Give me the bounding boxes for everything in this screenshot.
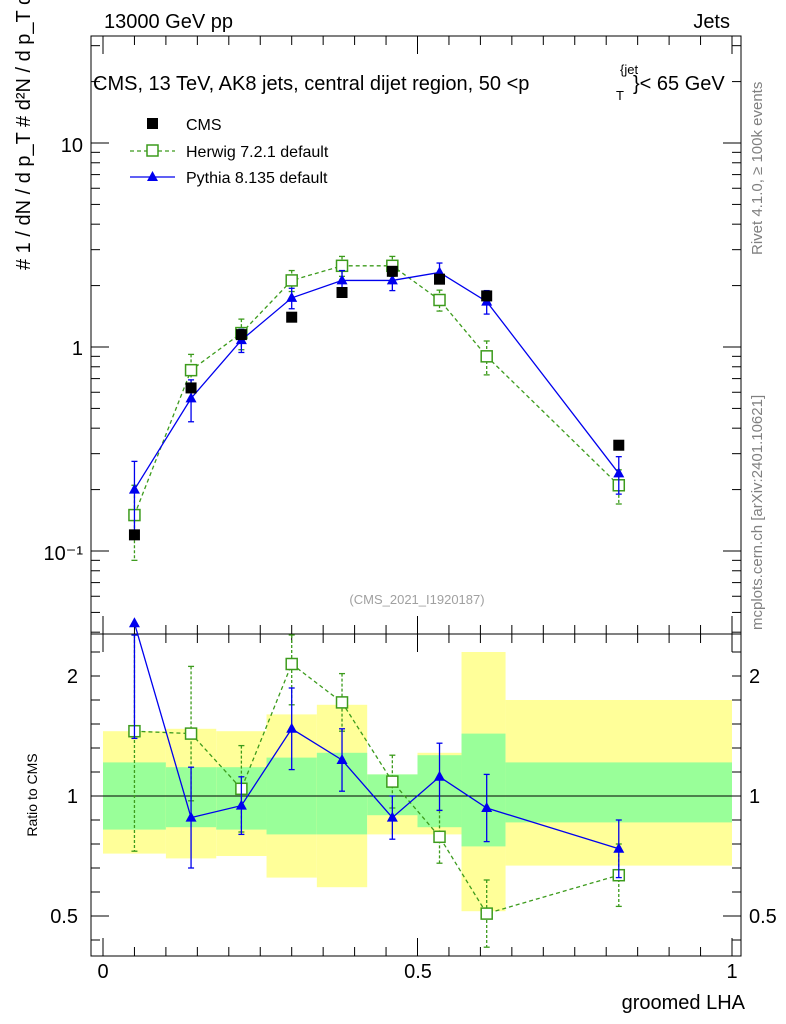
herwig-ratio-point	[285, 657, 298, 671]
plot-title-main: CMS, 13 TeV, AK8 jets, central dijet reg…	[93, 73, 529, 95]
plot-title-sup: {jet	[620, 62, 638, 77]
rivet-label: Rivet 4.1.0, ≥ 100k events	[749, 82, 766, 255]
legend-pythia-label: Pythia 8.135 default	[186, 170, 328, 187]
herwig-point	[335, 259, 349, 273]
cms-point	[185, 382, 197, 394]
ytick-label-ratio-right-1: 1	[749, 786, 760, 808]
herwig-ratio-point	[184, 727, 198, 740]
band-inner-8	[505, 762, 732, 823]
ratio-uncertainty-bands	[91, 652, 741, 912]
plot-title-end: }< 65 GeV	[633, 73, 725, 95]
ratio-plot-data	[128, 617, 626, 948]
legend-cms-label: CMS	[186, 117, 222, 134]
pythia-ratio-point	[386, 811, 398, 822]
ytick-label-ratio-2: 2	[67, 666, 78, 688]
plot-title-sub: T	[616, 88, 624, 103]
analysis-tag: (CMS_2021_I1920187)	[349, 592, 484, 607]
pythia-ratio-point	[613, 842, 625, 853]
herwig-line	[133, 265, 620, 516]
pythia-ratio-point	[235, 799, 247, 810]
pythia-point	[286, 291, 298, 302]
herwig-ratio-point	[433, 830, 446, 844]
rivet-label-text: Rivet 4.1.0, ≥ 100k events	[749, 82, 766, 255]
cms-point	[613, 439, 625, 451]
ytick-label-ratio-right-2: 2	[749, 666, 760, 688]
header-right: Jets	[693, 11, 730, 33]
ytick-label-ratio-1: 1	[67, 786, 78, 808]
legend-herwig-marker	[146, 144, 159, 157]
pythia-ratio-point	[481, 802, 493, 812]
plot-title: CMS, 13 TeV, AK8 jets, central dijet reg…	[93, 73, 529, 95]
pythia-line	[133, 271, 620, 490]
mcplots-label-text: mcplots.cern.ch [arXiv:2401.10621]	[749, 395, 766, 630]
y-axis-label-main-text: # 1 / dN / d p_T # d²N / d p_T dλ	[13, 0, 35, 270]
legend-cms-marker	[147, 118, 158, 129]
cms-point	[128, 529, 140, 541]
legend-herwig-label: Herwig 7.2.1 default	[186, 144, 329, 161]
ytick-label-main-10: 10	[61, 135, 83, 157]
ytick-label-main-1: 1	[72, 338, 83, 360]
ytick-label-ratio-right-0.5: 0.5	[749, 906, 777, 928]
pythia-point	[613, 467, 625, 478]
pythia-ratio-point	[128, 617, 140, 628]
pythia-point	[336, 274, 348, 285]
herwig-ratio-point	[335, 696, 349, 709]
xtick-label-0.5: 0.5	[404, 961, 432, 983]
mcplots-label: mcplots.cern.ch [arXiv:2401.10621]	[749, 395, 766, 630]
herwig-point	[285, 274, 298, 287]
cms-point	[481, 290, 493, 302]
pythia-ratio-point	[434, 770, 446, 781]
pythia-point	[185, 392, 197, 403]
herwig-point	[480, 350, 493, 363]
main-plot-data	[128, 255, 626, 561]
y-axis-label-main: # 1 / dN / d p_T # d²N / d p_T dλ	[13, 0, 35, 270]
herwig-ratio-point	[480, 907, 493, 920]
legend: CMS Herwig 7.2.1 default Pythia 8.135 de…	[130, 117, 329, 187]
herwig-point	[433, 293, 446, 307]
herwig-ratio-point	[386, 775, 399, 788]
band-inner-7	[461, 733, 506, 847]
herwig-point	[184, 363, 198, 377]
pythia-ratio-point	[336, 754, 348, 764]
pythia-point	[128, 483, 140, 494]
cms-point	[235, 329, 247, 341]
cms-point	[336, 286, 348, 298]
legend-pythia-marker	[147, 171, 158, 181]
header-left: 13000 GeV pp	[104, 11, 233, 33]
xtick-label-1: 1	[726, 961, 737, 983]
cms-point	[434, 273, 446, 285]
xtick-label-0: 0	[97, 961, 108, 983]
pythia-ratio-point	[286, 722, 298, 733]
ratio-plot-frame	[90, 633, 742, 957]
pythia-ratio-point	[185, 811, 197, 822]
x-axis-label: groomed LHA	[622, 992, 746, 1014]
pythia-point	[386, 274, 398, 285]
y-axis-label-ratio: Ratio to CMS	[24, 753, 40, 836]
ytick-label-ratio-0.5: 0.5	[50, 906, 78, 928]
y-axis-label-ratio-text: Ratio to CMS	[24, 753, 40, 836]
cms-point	[286, 311, 298, 323]
ytick-label-main-0.1: 10⁻¹	[44, 543, 84, 565]
cms-point	[386, 265, 398, 277]
